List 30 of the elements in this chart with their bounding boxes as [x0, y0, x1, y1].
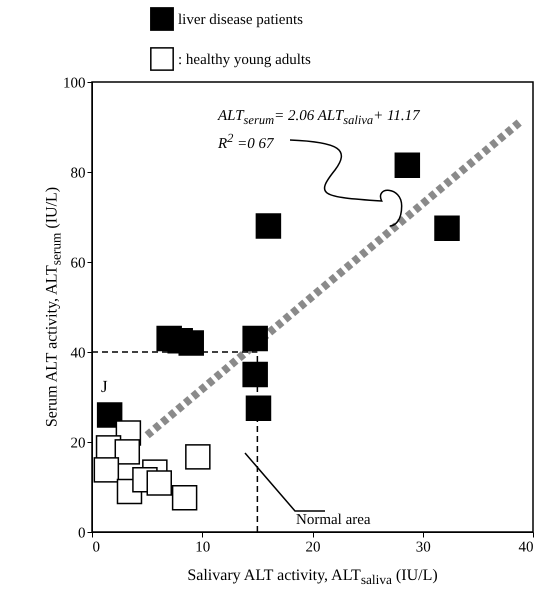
y-tick-label: 40 [70, 346, 86, 362]
annotation: Normal area [296, 512, 371, 529]
point [185, 444, 211, 470]
x-tick-label: 10 [195, 540, 210, 556]
point [434, 216, 460, 241]
y-tick-label: 80 [70, 166, 86, 182]
x-axis-title: Salivary ALT activity, ALT$_{saliva}$ (IU/L) [187, 567, 438, 588]
point [178, 330, 204, 356]
point [96, 402, 122, 428]
annotation: J [101, 377, 108, 397]
point [242, 326, 268, 352]
x-tick-label: 30 [416, 540, 431, 556]
x-tick-label: 20 [306, 540, 320, 556]
x-tick-label: 0 [92, 540, 100, 556]
point [94, 457, 120, 483]
legend-label: : healthy young adults [178, 52, 312, 68]
annotation: ALT$_{serum}$= 2.06 ALT$_{saliva}$+ 11.17 [218, 108, 420, 128]
y-tick-label: 20 [70, 436, 86, 452]
y-tick-label: 100 [63, 76, 86, 92]
point [114, 439, 140, 465]
point [246, 396, 272, 421]
y-tick-label: 0 [78, 526, 86, 542]
annotation: R$^{2}$ =0 67 [218, 131, 274, 153]
x-tick-label: 40 [518, 540, 534, 556]
point [172, 485, 198, 511]
legend-label: liver disease patients [178, 12, 304, 28]
y-tick-label: 60 [70, 256, 86, 272]
point [256, 213, 282, 239]
point [242, 362, 268, 388]
point [146, 470, 172, 496]
